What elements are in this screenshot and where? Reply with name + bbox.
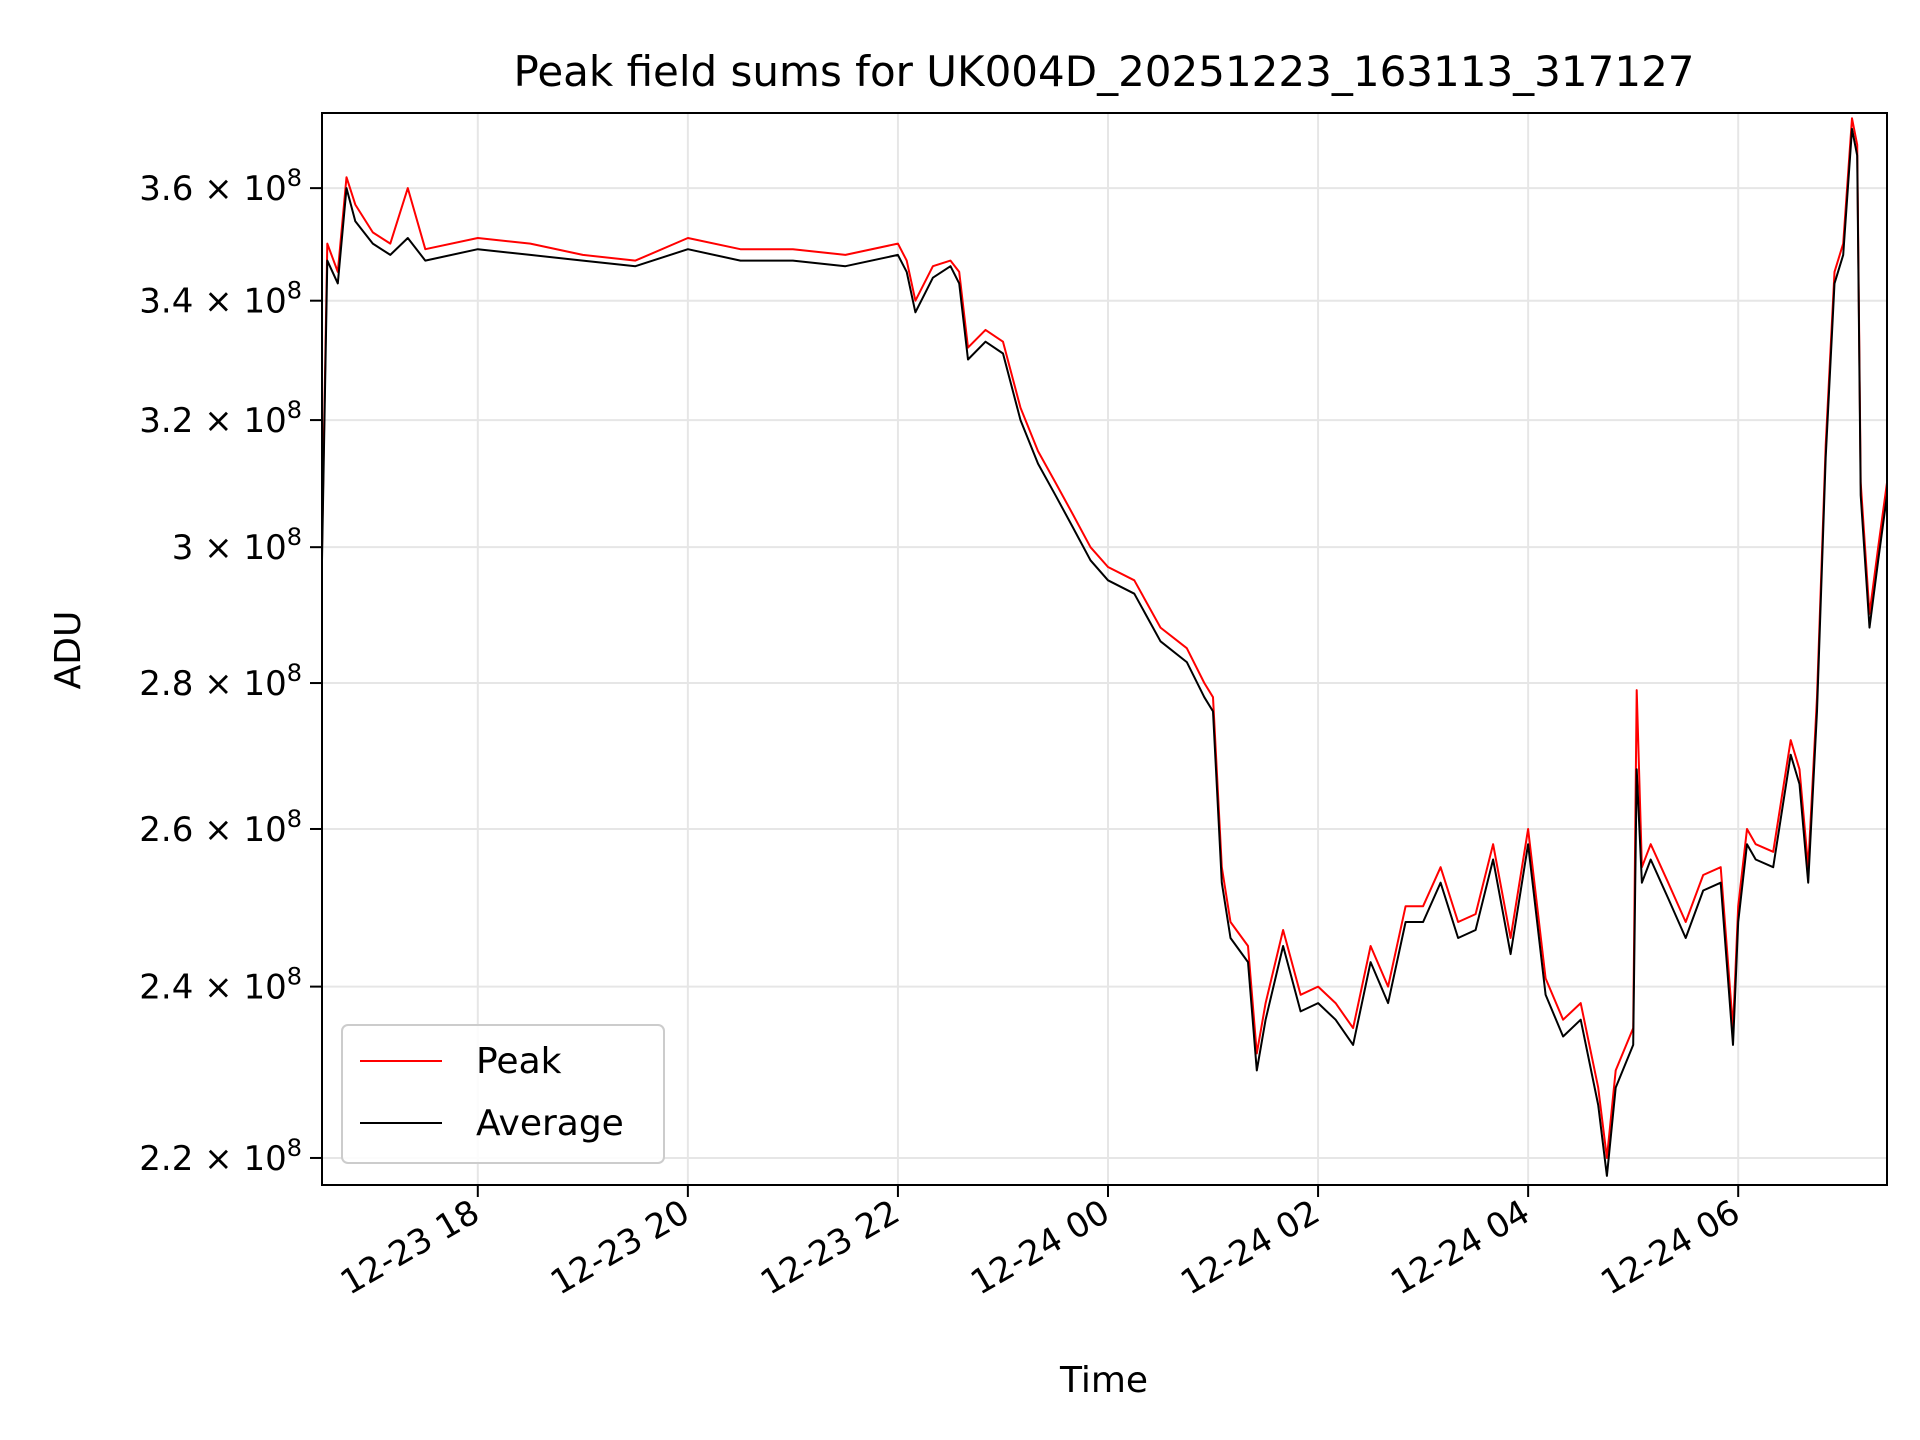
plot-frame (321, 112, 1888, 1186)
grid-lines (322, 113, 1887, 1185)
y-tick-label: 3.2 × 108 (139, 396, 302, 441)
legend: Peak Average (341, 1024, 665, 1164)
y-axis-label: ADU (48, 611, 89, 690)
y-tick-label: 2.2 × 108 (139, 1134, 302, 1179)
y-tick-label: 2.8 × 108 (139, 659, 302, 704)
y-tick-label: 3.6 × 108 (139, 164, 302, 209)
series-line-peak (322, 117, 1887, 1159)
series-line-average (322, 127, 1887, 1177)
legend-box (341, 1024, 665, 1164)
series-layer (322, 117, 1887, 1177)
y-tick-label: 3.4 × 108 (139, 277, 302, 322)
x-axis-label: Time (1059, 1360, 1148, 1401)
y-axis: 2.2 × 108 2.4 × 108 2.6 × 108 2.8 × 108 3 × … (139, 164, 322, 1179)
legend-label-peak: Peak (476, 1041, 562, 1082)
y-tick-label: 2.6 × 108 (139, 805, 302, 850)
chart-title: Peak field sums for UK004D_20251223_1631… (513, 47, 1694, 96)
y-tick-label: 2.4 × 108 (139, 963, 302, 1008)
y-tick-label: 3 × 108 (172, 523, 302, 568)
legend-label-average: Average (476, 1103, 624, 1144)
